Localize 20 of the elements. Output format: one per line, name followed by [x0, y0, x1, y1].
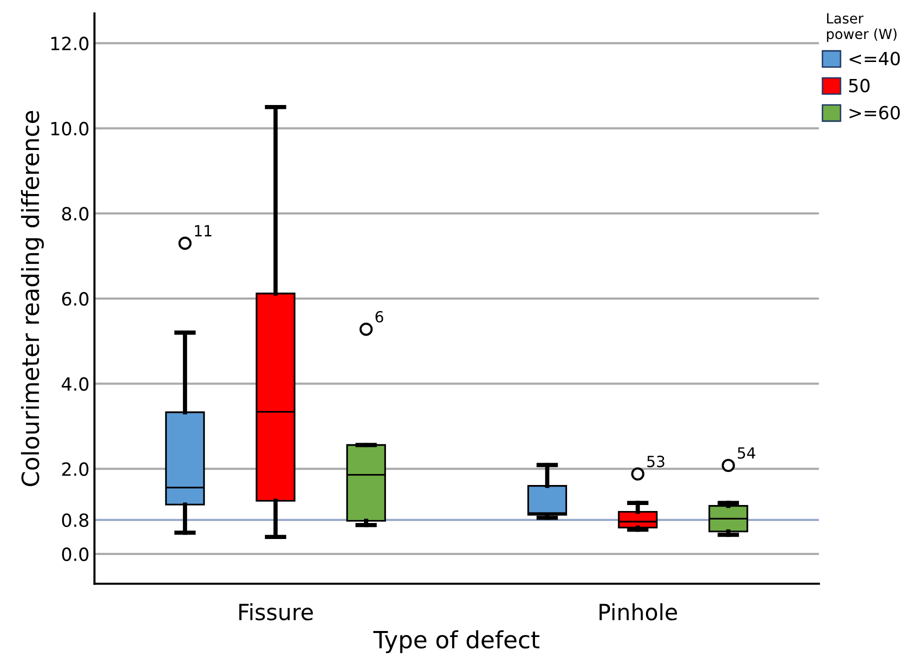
legend-label: 50 [849, 78, 870, 92]
y-tick-label: 0.0 [62, 547, 88, 562]
legend-label: >=60 [850, 106, 900, 120]
x-tick-label: Pinhole [600, 603, 677, 620]
y-tick-label: 4.0 [62, 377, 88, 391]
y-tick-label: 0.8 [62, 513, 88, 528]
legend-title: Laser power (W) [827, 13, 896, 42]
annotation: 6 [376, 310, 384, 323]
annotation: 11 [195, 225, 212, 236]
y-axis-title: Colourimeter reading difference [20, 110, 44, 486]
legend-label: <=40 [850, 52, 900, 66]
y-tick-label: 8.0 [62, 206, 88, 221]
y-tick-label: 6.0 [62, 292, 88, 306]
y-tick-label: 10.0 [51, 122, 88, 136]
annotation: 54 [738, 447, 756, 459]
y-tick-label: 12.0 [51, 36, 88, 50]
x-tick-label: Fissure [239, 603, 313, 620]
y-tick-label: 2.0 [62, 462, 88, 476]
x-axis-title: Type of defect [373, 630, 540, 654]
annotation: 53 [647, 456, 664, 468]
